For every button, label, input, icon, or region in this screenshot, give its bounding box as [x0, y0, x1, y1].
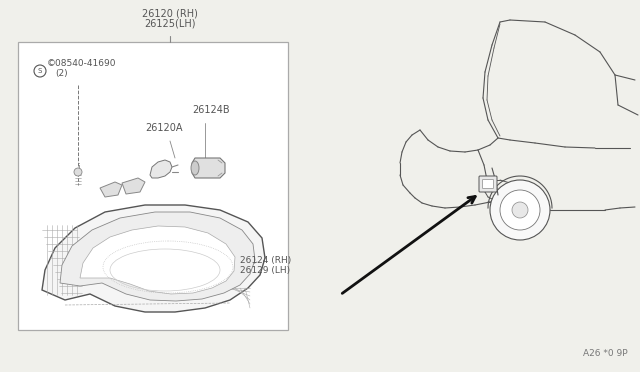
Circle shape — [500, 190, 540, 230]
Text: A26 *0 9P: A26 *0 9P — [584, 349, 628, 358]
Circle shape — [34, 65, 46, 77]
Text: 26129 (LH): 26129 (LH) — [240, 266, 290, 275]
PathPatch shape — [100, 182, 122, 197]
Text: S: S — [38, 68, 42, 74]
Circle shape — [74, 168, 82, 176]
PathPatch shape — [150, 160, 172, 178]
Circle shape — [512, 202, 528, 218]
Text: 26125(LH): 26125(LH) — [144, 18, 196, 28]
Circle shape — [490, 180, 550, 240]
FancyBboxPatch shape — [483, 180, 493, 189]
Text: ©08540-41690: ©08540-41690 — [47, 59, 116, 68]
Text: i: i — [77, 163, 79, 173]
PathPatch shape — [192, 158, 225, 178]
PathPatch shape — [80, 226, 235, 294]
Text: 26120A: 26120A — [145, 123, 182, 133]
Bar — [18, 42, 288, 330]
PathPatch shape — [60, 212, 255, 301]
Text: 26124 (RH): 26124 (RH) — [240, 256, 291, 265]
PathPatch shape — [122, 178, 145, 194]
Text: 26124B: 26124B — [192, 105, 230, 115]
Text: 26120 (RH): 26120 (RH) — [142, 8, 198, 18]
PathPatch shape — [42, 205, 265, 312]
Ellipse shape — [191, 161, 199, 175]
FancyBboxPatch shape — [479, 176, 497, 192]
Text: (2): (2) — [55, 69, 68, 78]
